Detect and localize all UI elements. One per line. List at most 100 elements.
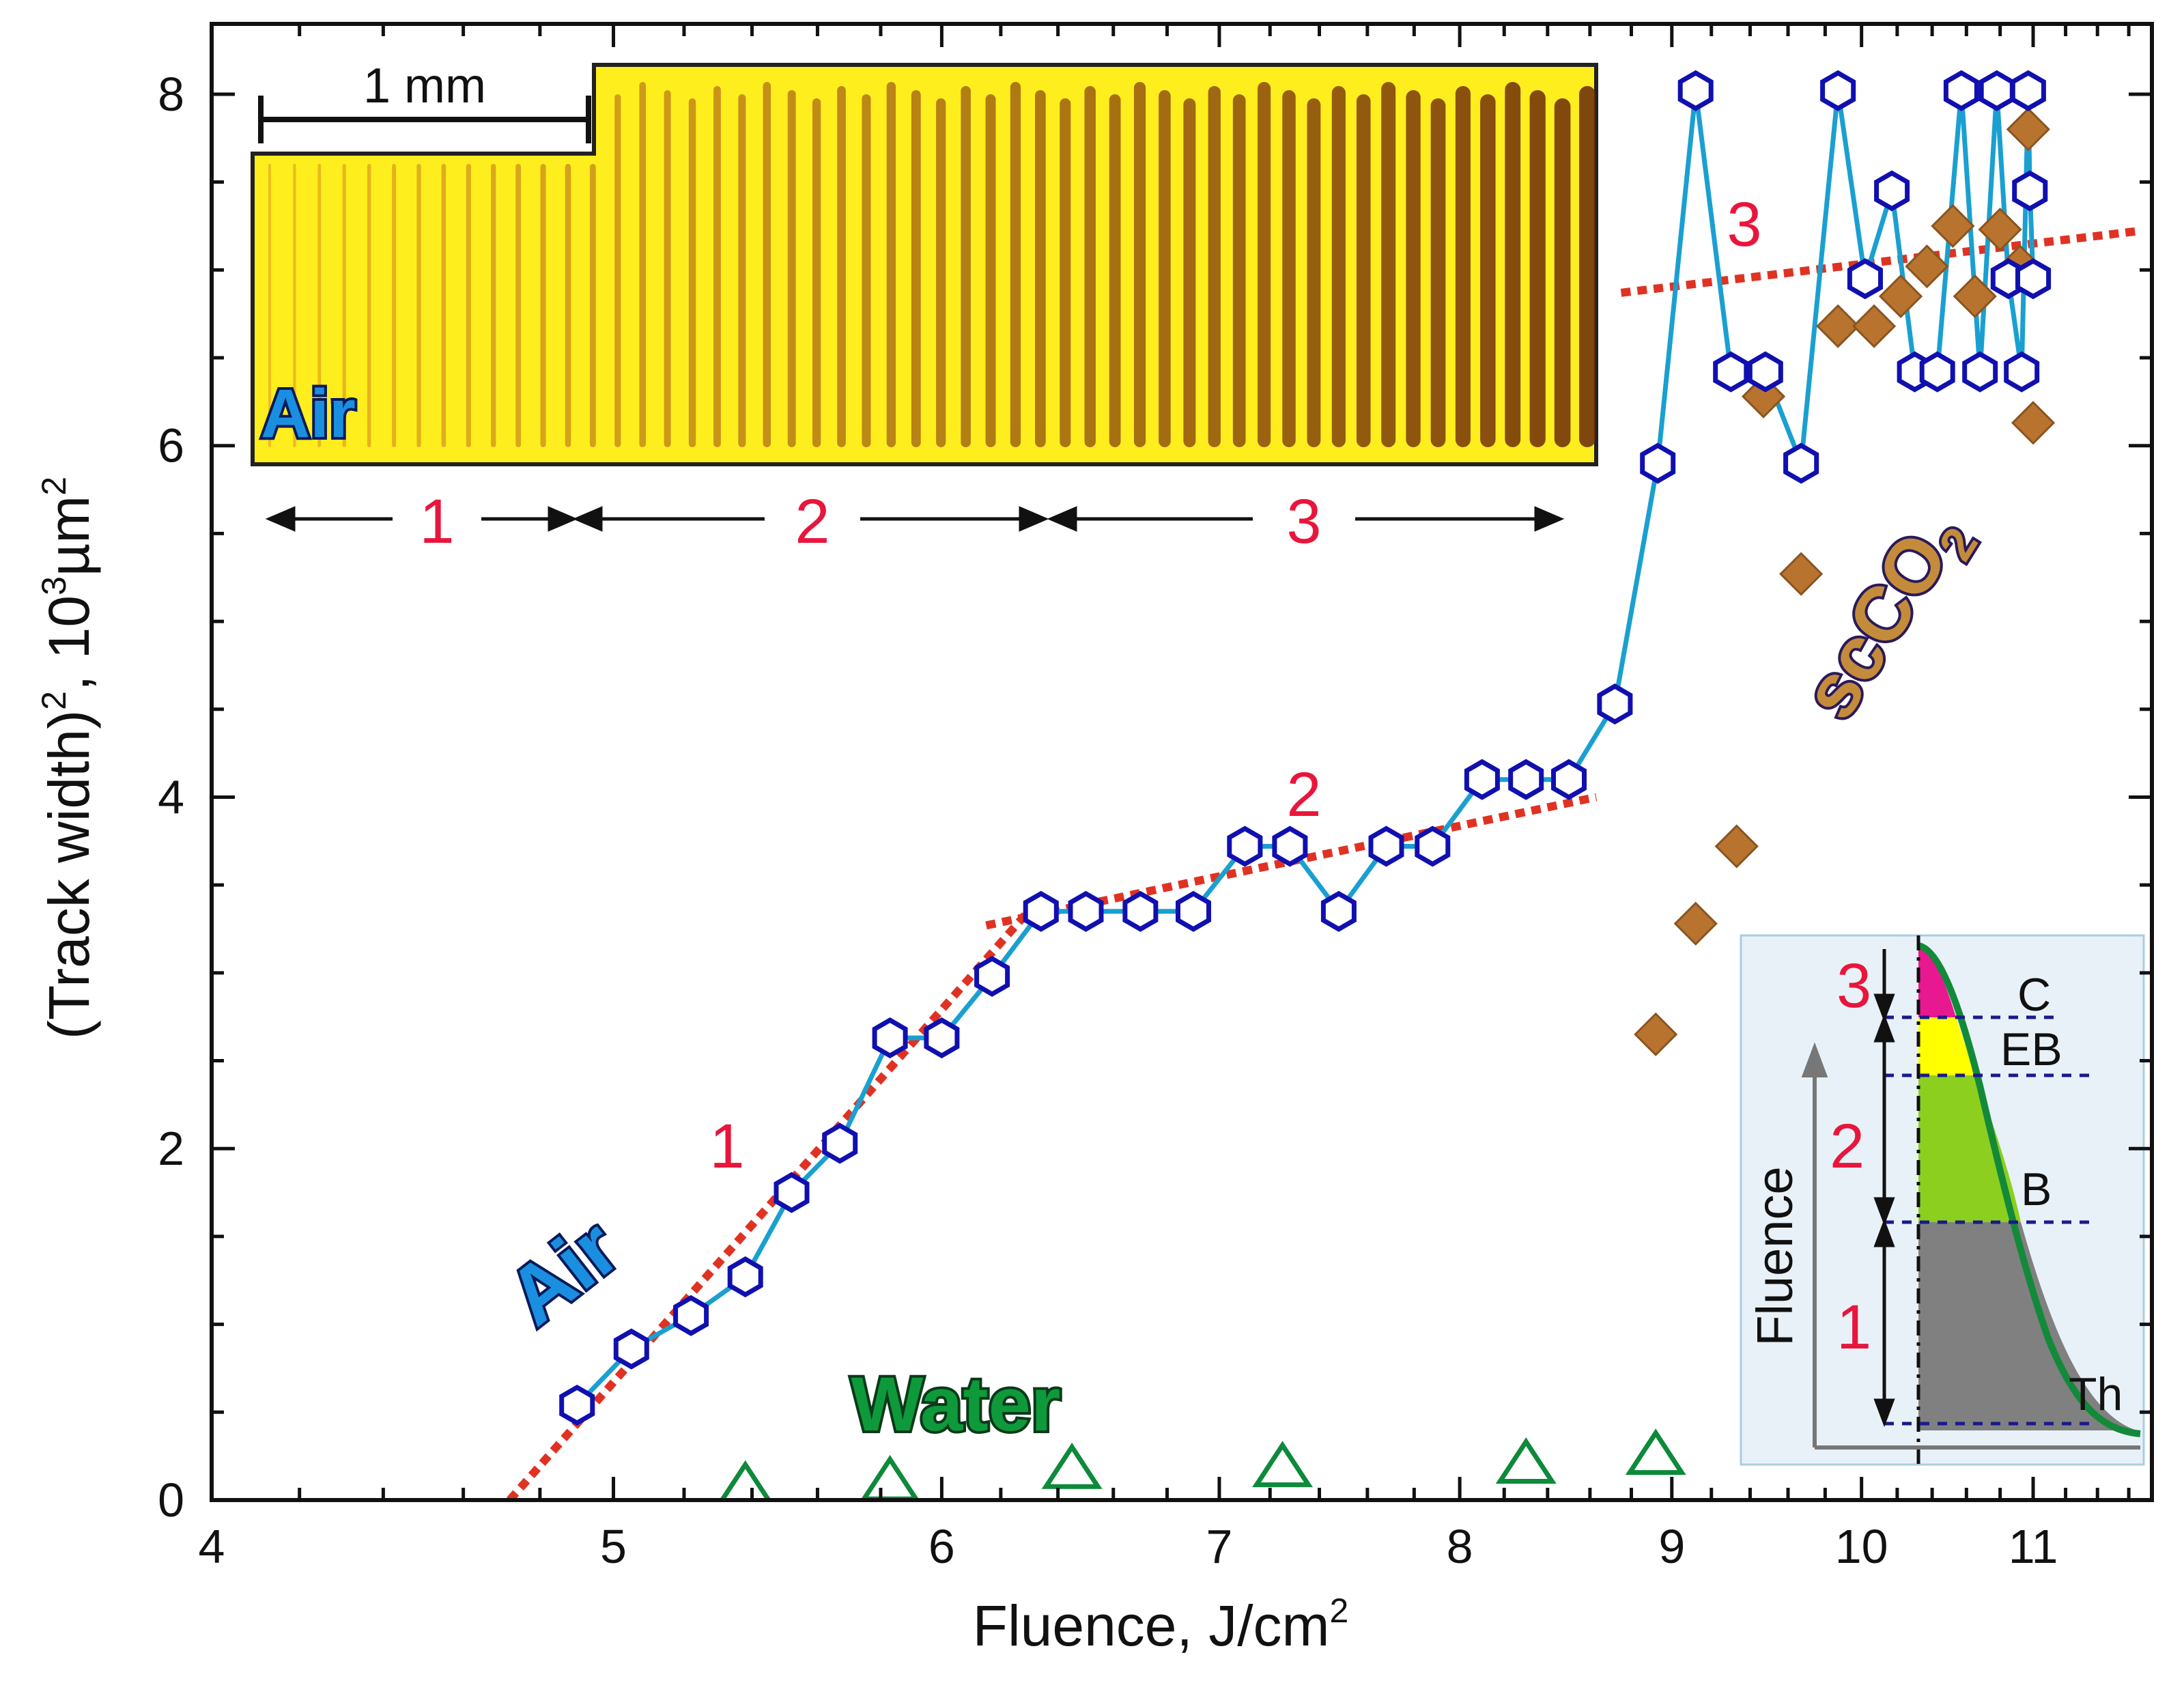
scco2-point <box>1905 244 1949 289</box>
air-point <box>1508 759 1544 800</box>
photo-track <box>664 90 671 447</box>
photo-track <box>713 86 721 447</box>
photo-track <box>392 164 397 447</box>
trend-line-3 <box>1620 227 2138 297</box>
photo-track <box>589 164 596 447</box>
photo-track <box>1183 98 1196 447</box>
diagram-regime-2: 2 <box>1830 1112 1864 1181</box>
air-point <box>1919 351 1955 393</box>
y-tick-label: 0 <box>158 1473 184 1527</box>
air-connecting-line <box>575 88 2036 1407</box>
air-point <box>1597 683 1633 725</box>
scale-bar: 1 mm <box>258 59 591 143</box>
photo-track <box>1282 90 1296 447</box>
photo-track <box>441 164 446 447</box>
region-yellow <box>1918 1017 1976 1075</box>
scco2-point <box>1978 208 2022 252</box>
water-series-label: Water <box>851 1361 1060 1447</box>
photo-track <box>540 164 546 447</box>
scco2-point <box>1816 304 1860 348</box>
air-series <box>559 70 2052 1426</box>
photo-range-1: 1 <box>419 487 454 556</box>
scco2-point <box>1852 304 1897 348</box>
x-axis-title: Fluence, J/cm2 <box>973 1592 1349 1658</box>
air-point <box>1320 890 1357 932</box>
photo-track <box>985 94 996 447</box>
air-point <box>774 1172 810 1213</box>
air-point <box>1176 890 1211 932</box>
air-point <box>1783 442 1819 484</box>
inset-photo: 1 mm Air 1 2 3 <box>251 59 1598 556</box>
photo-track <box>614 94 621 447</box>
air-point <box>924 1017 960 1059</box>
regime-2-label: 2 <box>1286 760 1321 830</box>
photo-track <box>837 86 846 447</box>
photo-track <box>1554 98 1571 447</box>
photo-track <box>317 164 322 447</box>
y-title-part-2: 2 <box>35 691 73 710</box>
air-point <box>1415 825 1451 867</box>
photo-track <box>639 82 647 447</box>
water-point <box>1041 1442 1103 1489</box>
photo-track <box>1331 86 1346 447</box>
air-point <box>613 1328 649 1370</box>
air-point <box>673 1295 709 1336</box>
photo-track <box>1035 90 1046 447</box>
y-tick-label: 8 <box>158 68 184 121</box>
photo-track <box>1381 82 1396 447</box>
water-point <box>860 1454 920 1500</box>
photo-track <box>1505 82 1521 447</box>
photo-track <box>1060 98 1071 447</box>
scco2-point <box>1931 203 1975 249</box>
scco2-label-main: scCO <box>1787 518 1965 733</box>
water-point <box>1252 1441 1313 1488</box>
photo-track <box>1307 98 1321 447</box>
x-axis-title-sup: 2 <box>1330 1592 1349 1630</box>
photo-track <box>491 164 496 447</box>
photo-track <box>787 90 796 447</box>
photo-track <box>1159 90 1171 447</box>
scco2-series <box>1634 107 2056 1057</box>
photo-track <box>688 98 696 447</box>
water-series <box>719 1428 1686 1500</box>
air-point <box>1640 442 1676 484</box>
photo-range-arrows <box>265 506 1565 532</box>
photo-track <box>1084 86 1096 447</box>
y-title-part-4: 3 <box>35 576 73 595</box>
air-point <box>2010 70 2046 111</box>
y-axis-title: (Track width)2, 103µm2 <box>35 477 101 1039</box>
y-title-part-5: µm <box>37 496 101 576</box>
photo-track <box>1579 86 1596 447</box>
photo-track <box>342 164 346 447</box>
water-point <box>1495 1437 1557 1484</box>
air-point <box>2012 170 2048 212</box>
air-point <box>872 1017 908 1059</box>
diagram-level-th: Th <box>2069 1368 2123 1420</box>
scco2-point <box>1779 552 1824 596</box>
photo-track <box>1133 82 1146 447</box>
y-tick-label: 2 <box>158 1122 184 1175</box>
x-axis: 4 5 6 7 8 9 10 11 <box>199 24 2131 1573</box>
y-axis: 0 2 4 6 8 <box>158 68 2152 1527</box>
air-point <box>1368 825 1404 867</box>
air-point <box>1677 70 1714 111</box>
photo-track <box>1406 90 1421 447</box>
photo-range-3: 3 <box>1286 487 1321 556</box>
x-axis-title-main: Fluence, J/cm <box>973 1594 1330 1658</box>
photo-track <box>738 94 746 447</box>
diagram-axes <box>1801 1042 2140 1450</box>
water-point <box>719 1460 771 1500</box>
scale-bar-label: 1 mm <box>363 59 486 113</box>
x-tick-label: 10 <box>1835 1520 1888 1573</box>
scco2-series-label: scCO2 <box>1787 496 1988 739</box>
photo-track <box>763 82 771 447</box>
x-tick-label: 5 <box>600 1520 627 1573</box>
photo-track <box>961 86 971 447</box>
photo-range-2: 2 <box>795 487 829 556</box>
photo-track <box>293 164 296 447</box>
air-point <box>1943 70 1979 111</box>
inset-diagram: Fluence C EB B Th 3 2 1 <box>1740 934 2145 1466</box>
photo-track <box>416 164 421 447</box>
photo-track <box>936 98 946 447</box>
region-magenta <box>1918 946 1956 1017</box>
